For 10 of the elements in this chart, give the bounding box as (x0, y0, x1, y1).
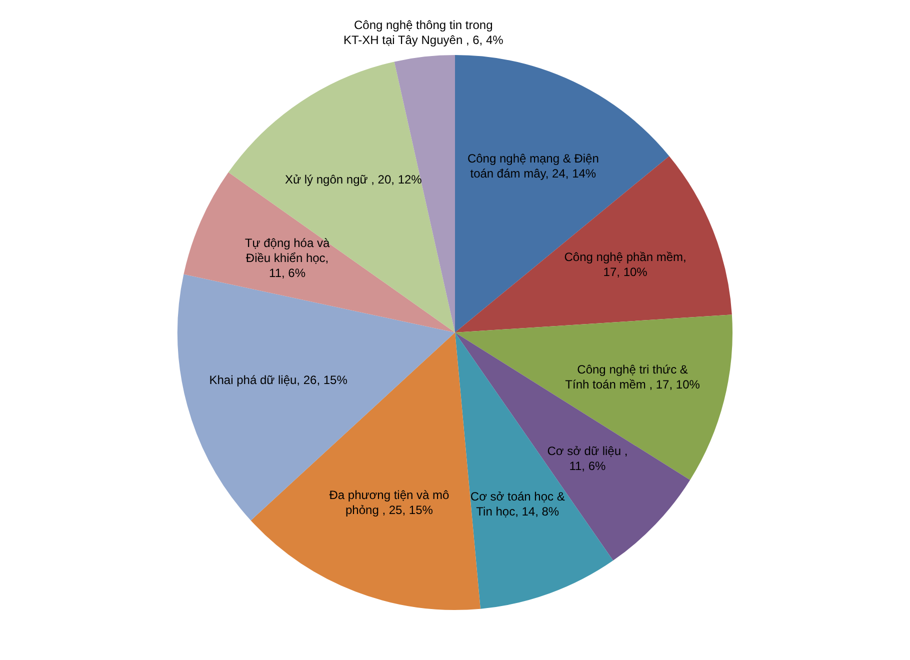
slice-label: Đa phương tiện và mô phỏng , 25, 15% (329, 488, 450, 518)
slice-label: Công nghệ mạng & Điện toán đám mây, 24, 14% (467, 152, 599, 181)
slice-label: Xử lý ngôn ngữ , 20, 12% (285, 172, 422, 186)
slice-label: Khai phá dữ liệu, 26, 15% (209, 373, 348, 388)
slice-label: Công nghệ phần mềm, 17, 10% (564, 250, 686, 279)
slice-label: Cơ sở dữ liệu , 11, 6% (547, 444, 628, 473)
slice-label: Tự động hóa và Điều khiển học, 11, 6% (244, 236, 330, 280)
slice-label: Công nghệ tri thức & Tính toán mềm , 17, 10% (565, 362, 700, 392)
slice-label: Cơ sở toán học & Tin học, 14, 8% (470, 489, 565, 518)
slice-label: Công nghệ thông tin trong KT-XH tại Tây Nguyên , 6, 4% (343, 18, 504, 48)
